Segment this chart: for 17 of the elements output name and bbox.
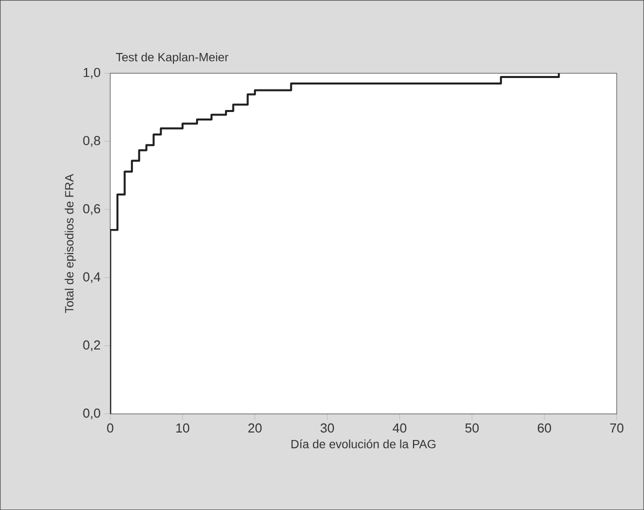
x-tick-label: 0 [107, 423, 114, 433]
x-tick-label: 40 [392, 423, 406, 433]
x-tick-label: 10 [176, 423, 190, 433]
x-axis-title: Día de evolución de la PAG [292, 439, 436, 448]
x-tick-label: 70 [610, 423, 624, 433]
x-tick-label: 50 [465, 423, 479, 433]
y-tick-label: 0,4 [83, 272, 100, 283]
chart-title: Test de Kaplan-Meier [116, 52, 228, 64]
y-axis-title: Total de episodios de FRA [64, 174, 76, 313]
y-tick-label: 0,0 [83, 408, 100, 420]
x-tick-label: 30 [320, 423, 334, 433]
y-tick-label: 1,0 [84, 68, 100, 79]
x-tick-label: 60 [538, 423, 552, 433]
y-tick-label: 0,2 [83, 340, 100, 352]
x-tick-label: 20 [248, 423, 262, 433]
y-tick-label: 0,6 [83, 204, 100, 215]
y-tick-label: 0,8 [83, 136, 100, 147]
